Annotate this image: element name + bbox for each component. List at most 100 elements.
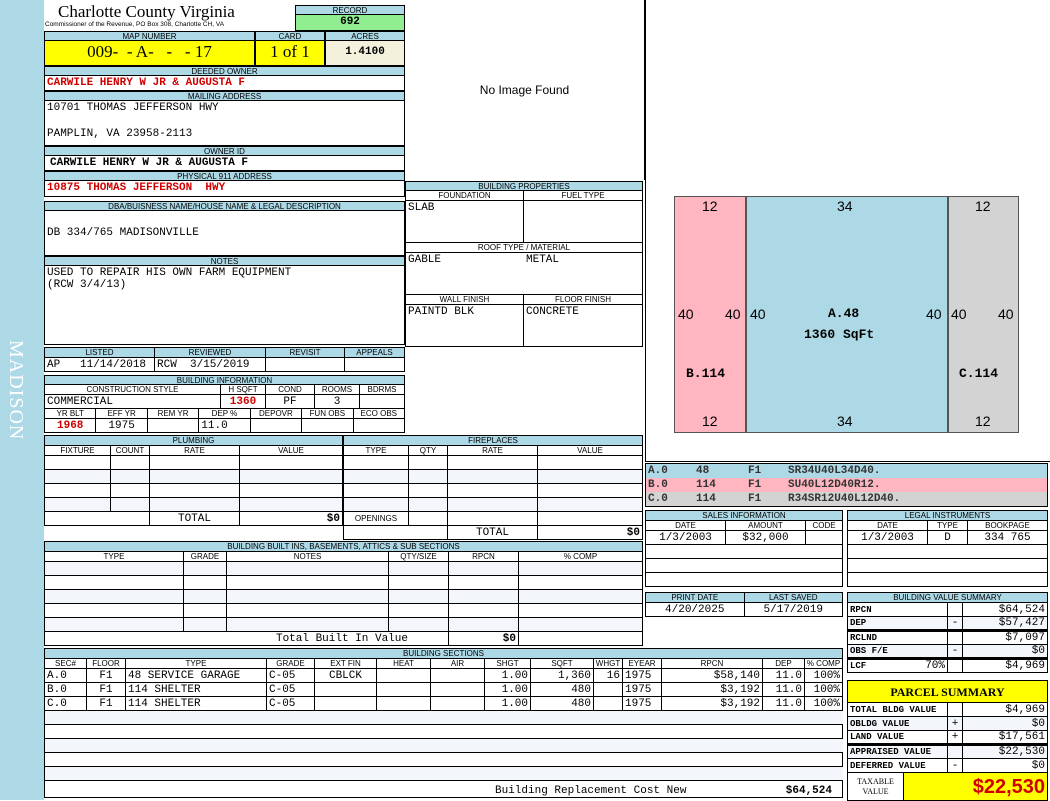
sketch-legend-row: B.0 114 F1 SU40L12D40R12. (646, 478, 1047, 492)
table-cell (239, 469, 343, 484)
parcel-sign: + (947, 730, 963, 746)
table-row (343, 497, 643, 512)
mailing-line-1: 10701 THOMAS JEFFERSON HWY (47, 102, 219, 114)
map-number-value: 009- - A- - - 17 (44, 41, 255, 66)
legal-instruments-table: LEGAL INSTRUMENTS DATE TYPE BOOKPAGE 1/3/200… (847, 510, 1048, 587)
table-cell (804, 752, 843, 767)
value-summary-row: DEP - $57,427 (847, 616, 1048, 632)
table-cell (44, 766, 87, 781)
legend-code: 114 (696, 493, 716, 505)
section-cell (593, 696, 623, 711)
table-cell (86, 738, 126, 753)
section-cell: 1,360 (530, 668, 594, 683)
table-cell (314, 710, 377, 725)
sales-cell: 1/3/2003 (645, 530, 726, 545)
table-cell (447, 455, 538, 470)
value-label: VALUE (239, 445, 343, 456)
building-info-value (249, 418, 303, 433)
table-cell (44, 738, 87, 753)
card-value: 1 of 1 (255, 41, 325, 66)
table-cell (661, 752, 763, 767)
building-properties: BUILDING PROPERTIES FOUNDATION FUEL TYPE … (405, 181, 643, 347)
value-label: OBS F/E (847, 644, 948, 660)
table-cell (622, 766, 662, 781)
section-cell: 480 (530, 696, 594, 711)
dim-label: 12 (702, 413, 718, 429)
mailing-address-label: MAILING ADDRESS (44, 91, 405, 101)
building-info-value (146, 418, 200, 433)
parcel-sign (947, 702, 963, 717)
table-cell (343, 455, 409, 470)
notes-line: (RCW 3/4/13) (47, 279, 127, 291)
table-cell (447, 497, 538, 512)
section-cell: 100% (804, 668, 843, 683)
plumbing-table: PLUMBING FIXTURE COUNT RATE VALUE TOTAL $0 (44, 435, 343, 526)
sketch-legend-row: C.0 114 F1 R34SR12U40L12D40. (646, 492, 1047, 506)
legend-sec: C.0 (648, 493, 668, 505)
building-info-value (301, 418, 354, 433)
table-cell (847, 572, 928, 587)
section-label: B.114 (686, 366, 726, 381)
table-cell (226, 603, 389, 618)
column-header: DATE (645, 520, 726, 531)
table-cell (518, 617, 643, 632)
column-header: HEAT (376, 658, 431, 669)
property-image-placeholder: No Image Found (405, 0, 645, 180)
value-summary-title: BUILDING VALUE SUMMARY (847, 592, 1048, 603)
legend-path: R34SR12U40L12D40. (788, 493, 901, 505)
table-cell (314, 738, 377, 753)
table-cell (484, 766, 531, 781)
value-sign (947, 602, 963, 617)
table-cell (388, 589, 449, 604)
parcel-summary: PARCEL SUMMARY TOTAL BLDG VALUE $4,969 OBL… (847, 680, 1048, 801)
section-cell: 1.00 (484, 696, 531, 711)
mailing-line-3: PAMPLIN, VA 23958-2113 (47, 128, 193, 140)
column-header: DEP % (198, 408, 251, 419)
district-label: MADISON (5, 340, 27, 441)
table-cell (44, 617, 184, 632)
table-cell (376, 710, 431, 725)
count-label: COUNT (110, 445, 150, 456)
table-cell (804, 724, 843, 739)
listed-label: LISTED (44, 347, 155, 358)
section-cell: CBLCK (314, 668, 377, 683)
sales-cell (805, 530, 843, 545)
column-header: ECO OBS (352, 408, 406, 419)
table-row (44, 617, 643, 632)
section-cell: C-05 (266, 682, 315, 697)
section-cell: 1.00 (484, 668, 531, 683)
table-row: A.0 F1 48 SERVICE GARAGE C-05 CBLCK 1.00 1,360… (44, 668, 843, 683)
table-cell (44, 497, 111, 512)
sketch-section-c (948, 196, 1019, 433)
table-cell (266, 710, 315, 725)
table-cell (430, 724, 485, 739)
value-amount: $64,524 (962, 602, 1048, 617)
column-header: WHGT (593, 658, 623, 669)
value-summary-row: RPCN $64,524 (847, 602, 1048, 617)
table-cell (967, 544, 1048, 559)
sketch-section-b (674, 196, 746, 433)
table-cell (44, 603, 184, 618)
table-cell (518, 575, 643, 590)
cond-value: PF (265, 394, 315, 409)
value-summary-row: RCLND $7,097 (847, 630, 1048, 645)
table-cell (593, 752, 623, 767)
acres-value: 1.4100 (325, 41, 405, 66)
roof-material-value: METAL (526, 254, 560, 266)
parcel-label: APPRAISED VALUE (847, 744, 948, 759)
table-cell (430, 738, 485, 753)
value-label: RCLND (847, 630, 948, 645)
table-cell (183, 589, 227, 604)
dba-label: DBA/BUISNESS NAME/HOUSE NAME & LEGAL DES… (44, 201, 405, 211)
table-cell (484, 710, 531, 725)
table-row: 1/3/2003 D 334 765 (847, 530, 1048, 545)
column-header: AIR (430, 658, 485, 669)
table-cell (388, 575, 449, 590)
table-cell (239, 497, 343, 512)
table-cell (266, 738, 315, 753)
table-cell (537, 469, 643, 484)
review-table: LISTED REVIEWED REVISIT APPEALS AP 11/14/20… (44, 347, 405, 372)
legend-sec: B.0 (648, 479, 668, 491)
table-cell (484, 724, 531, 739)
table-cell (183, 617, 227, 632)
